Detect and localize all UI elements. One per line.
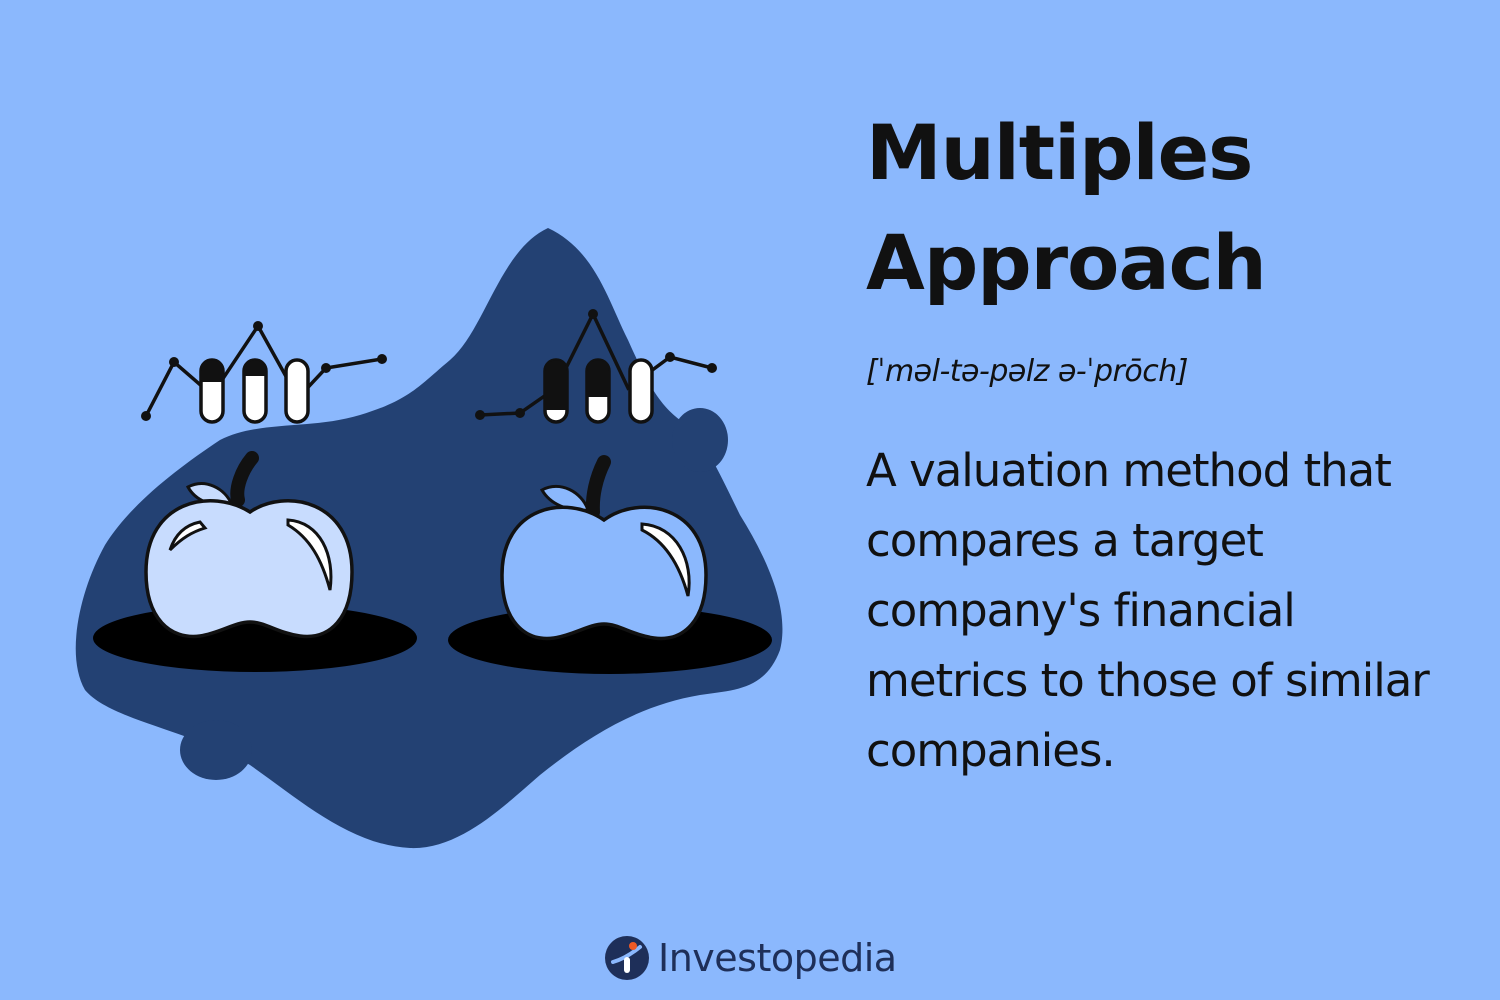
illustration: [75, 228, 783, 849]
brand-name: Investopedia: [658, 936, 897, 980]
right-apple-icon: [448, 455, 772, 674]
title-line-1: Multiples: [866, 108, 1253, 197]
title-line-2: Approach: [866, 218, 1267, 307]
brand-footer: Investopedia: [604, 930, 897, 986]
text-panel: Multiples Approach [ˈməl-tə-pəlz ə-ˈprōc…: [866, 98, 1466, 786]
left-apple-icon: [93, 451, 417, 672]
page-title: Multiples Approach: [866, 98, 1466, 318]
left-chart-icon: [141, 321, 387, 424]
definition: A valuation method that compares a targe…: [866, 444, 1430, 777]
pronunciation: [ˈməl-tə-pəlz ə-ˈprōch]: [866, 354, 1188, 389]
right-chart-icon: [475, 309, 717, 424]
investopedia-logo-icon: [605, 936, 649, 980]
